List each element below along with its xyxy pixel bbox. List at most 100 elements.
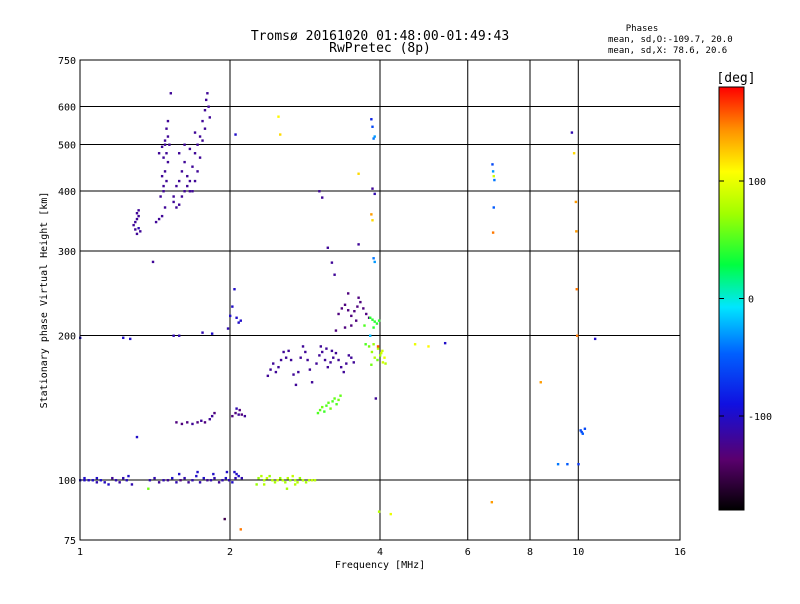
data-point: [330, 349, 334, 353]
y-axis-ticks: 75 100 200 300 400 500 600 750: [58, 56, 76, 547]
data-point: [223, 517, 226, 521]
data-point: [238, 408, 241, 412]
data-point: [186, 184, 189, 188]
data-point: [321, 350, 324, 354]
data-point: [491, 231, 495, 234]
data-point: [284, 481, 287, 484]
data-point: [337, 358, 340, 362]
x-tick-label: 4: [377, 547, 383, 558]
data-point: [575, 334, 579, 337]
data-point: [327, 401, 330, 404]
data-point: [201, 119, 204, 123]
data-point: [373, 320, 376, 323]
data-point: [204, 98, 208, 102]
data-point: [369, 334, 372, 337]
data-point: [139, 230, 142, 233]
data-point: [208, 418, 211, 421]
data-point: [83, 476, 86, 480]
data-point: [372, 137, 375, 140]
data-point: [307, 479, 311, 482]
data-point: [364, 343, 367, 346]
data-point: [579, 429, 582, 432]
data-point: [271, 479, 274, 482]
data-point: [163, 139, 167, 142]
data-point: [313, 479, 317, 482]
data-point: [177, 152, 181, 155]
data-point: [166, 119, 170, 123]
data-point: [291, 474, 294, 478]
data-point: [201, 331, 204, 334]
data-point: [593, 337, 597, 341]
data-point: [118, 481, 121, 484]
data-point: [203, 127, 207, 130]
data-point: [237, 321, 240, 324]
data-point: [282, 350, 285, 354]
data-point: [352, 361, 355, 364]
colorbar-tick-label: 100: [748, 177, 766, 188]
data-point: [201, 139, 204, 142]
data-point: [148, 479, 152, 482]
data-point: [357, 243, 360, 246]
data-point: [196, 470, 199, 474]
data-point: [296, 481, 299, 484]
data-point: [331, 400, 334, 403]
data-point: [321, 405, 324, 409]
data-point: [373, 356, 376, 359]
data-point: [125, 479, 128, 482]
x-tick-label: 1: [77, 547, 83, 558]
data-point: [269, 368, 272, 371]
data-point: [183, 160, 186, 164]
data-point: [325, 347, 328, 350]
data-point: [171, 476, 174, 480]
data-point: [376, 345, 380, 348]
data-point: [188, 190, 192, 193]
x-axis-ticks: 1 2 4 6 8 10 16: [77, 547, 686, 558]
plot-frame: [79, 59, 681, 541]
data-point: [372, 257, 375, 260]
data-point: [443, 341, 447, 345]
data-point: [240, 413, 243, 416]
data-point: [157, 481, 161, 484]
data-point: [370, 118, 373, 121]
data-point: [179, 479, 182, 482]
data-point: [329, 407, 332, 410]
data-point: [367, 345, 371, 348]
data-point: [234, 476, 237, 480]
data-point: [304, 350, 307, 354]
data-point: [127, 474, 130, 478]
data-point: [284, 356, 288, 359]
data-point: [137, 209, 140, 212]
data-point: [306, 358, 309, 362]
data-point: [370, 363, 373, 366]
data-point: [234, 411, 237, 415]
data-point: [255, 483, 258, 486]
data-point: [373, 260, 376, 264]
data-point: [188, 179, 192, 183]
data-point: [200, 419, 203, 422]
data-point: [208, 116, 211, 119]
data-point: [237, 474, 240, 478]
data-point: [99, 479, 103, 482]
data-point: [343, 303, 347, 306]
data-point: [377, 319, 381, 322]
data-point: [221, 479, 224, 482]
data-point: [490, 500, 494, 504]
data-point: [193, 152, 197, 155]
data-point: [233, 288, 236, 291]
x-tick-label: 10: [572, 547, 584, 558]
data-point: [193, 179, 197, 183]
data-point: [198, 135, 202, 138]
data-point: [177, 179, 181, 183]
data-point: [235, 472, 238, 476]
data-point: [165, 152, 168, 155]
data-point: [369, 316, 372, 319]
data-point: [235, 407, 238, 410]
data-point: [157, 152, 161, 155]
data-point: [357, 296, 360, 299]
colorbar-tick-label: -100: [748, 412, 772, 423]
data-point: [371, 125, 374, 128]
data-point: [376, 347, 380, 350]
data-point: [372, 343, 375, 346]
data-point: [163, 143, 167, 146]
